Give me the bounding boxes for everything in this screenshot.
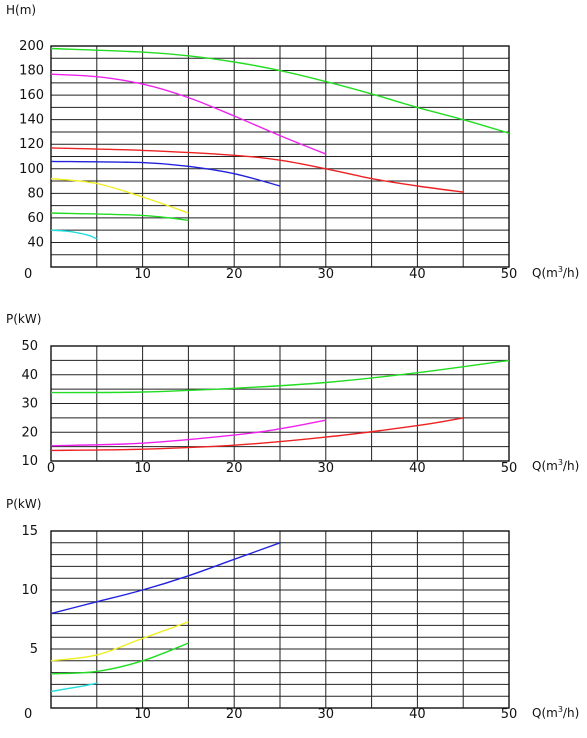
series-line-6 [50, 212, 189, 221]
y-tick-label: 140 [19, 113, 44, 128]
series-line-2 [50, 419, 326, 447]
x-tick-label: 50 [501, 461, 518, 476]
y-tick-label: 40 [21, 368, 38, 383]
x-tick-label: 10 [134, 267, 151, 282]
series-line-2 [50, 73, 327, 155]
series-line-1 [50, 359, 510, 394]
x-tick-label: 20 [226, 707, 243, 722]
x-tick-label: 50 [501, 267, 518, 282]
y-tick-label: 40 [27, 235, 44, 250]
y-tick-label: 120 [19, 137, 44, 152]
x-tick-label: 0 [24, 707, 32, 722]
y-tick-label: 100 [19, 162, 44, 177]
chart-panel-2: 10 20 30 40 50 0 10 20 30 40 50 P(kW) Q(m3/h) [6, 312, 579, 476]
y-tick-label: 80 [27, 186, 44, 201]
x-tick-label: 30 [318, 267, 335, 282]
x-tick-label: 20 [226, 461, 243, 476]
x-tick-label: 10 [134, 707, 151, 722]
x-tick-label: 40 [409, 267, 426, 282]
plot-frame [50, 345, 510, 462]
x-tick-label: 10 [134, 461, 151, 476]
chart-panel-3: 5 10 15 0 10 20 30 40 50 P(kW) Q(m3/h) [6, 497, 579, 722]
series-line-4 [50, 682, 97, 693]
y-axis-title: P(kW) [6, 497, 41, 511]
series-line-5 [50, 177, 189, 214]
series-line-7 [50, 229, 98, 240]
y-tick-label: 15 [21, 524, 38, 539]
x-tick-label: 40 [409, 461, 426, 476]
series-line-3 [50, 642, 189, 675]
y-tick-label: 180 [19, 64, 44, 79]
x-axis-title: Q(m3/h) [532, 265, 579, 280]
x-axis-title: Q(m3/h) [532, 705, 579, 720]
grid [50, 45, 510, 268]
plot-frame [50, 530, 510, 709]
y-tick-label: 20 [21, 425, 38, 440]
series-line-3 [50, 417, 464, 452]
series-line-2 [50, 621, 189, 662]
y-axis-title: P(kW) [6, 312, 41, 326]
x-tick-label: 50 [501, 707, 518, 722]
x-tick-label: 40 [409, 707, 426, 722]
y-tick-label: 200 [19, 39, 44, 54]
x-tick-label: 30 [318, 461, 335, 476]
y-tick-label: 30 [21, 397, 38, 412]
grid [50, 345, 510, 462]
x-axis-title: Q(m3/h) [532, 458, 579, 473]
y-tick-label: 160 [19, 88, 44, 103]
y-tick-label: 60 [27, 211, 44, 226]
series-line-4 [50, 160, 281, 187]
y-tick-label: 5 [30, 642, 38, 657]
x-tick-label: 30 [318, 707, 335, 722]
y-tick-label: 10 [21, 583, 38, 598]
y-tick-label: 50 [21, 339, 38, 354]
plot-frame [50, 45, 510, 268]
grid [50, 530, 510, 709]
series-line-3 [50, 147, 464, 193]
chart-panel-1: 40 60 80 100 120 140 160 180 200 0 10 20 30 40 50 H(m) Q… [6, 3, 579, 282]
y-tick-label: 10 [21, 454, 38, 469]
x-tick-label: 0 [47, 461, 55, 476]
x-tick-label: 20 [226, 267, 243, 282]
x-tick-label: 0 [24, 267, 32, 282]
series-line-1 [50, 542, 281, 615]
y-axis-title: H(m) [6, 3, 36, 17]
series-line-1 [50, 47, 510, 134]
